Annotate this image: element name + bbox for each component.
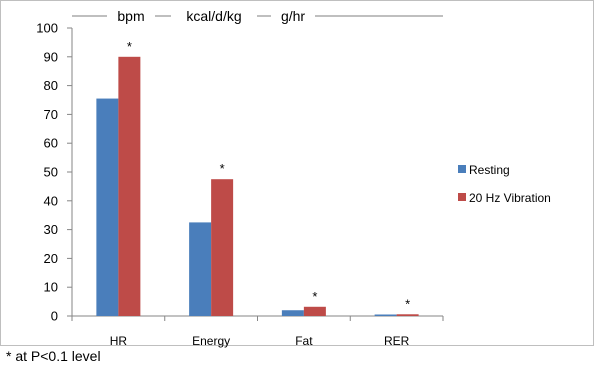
y-tick-label: 0 [51, 309, 58, 324]
y-tick-label: 30 [44, 222, 58, 237]
x-tick-label: HR [110, 334, 128, 348]
bar-20-hz-vibration-energy [211, 179, 234, 316]
significance-marker: * [312, 289, 317, 304]
y-tick-label: 50 [44, 165, 58, 180]
y-tick-label: 70 [44, 107, 58, 122]
legend-label: Resting [469, 163, 510, 177]
unit-label: g/hr [281, 8, 305, 24]
significance-marker: * [220, 161, 225, 176]
unit-label: kcal/d/kg [186, 8, 241, 24]
x-tick-label: RER [384, 334, 410, 348]
legend-swatch [458, 165, 466, 173]
bar-20-hz-vibration-hr [118, 56, 141, 317]
unit-header: bpm kcal/d/kg g/hr [72, 8, 443, 24]
y-tick-label: 80 [44, 78, 58, 93]
bar-resting-rer [374, 314, 397, 316]
y-tick-label: 60 [44, 136, 58, 151]
y-tick-label: 90 [44, 49, 58, 64]
bar-20-hz-vibration-fat [303, 306, 326, 316]
bar-resting-hr [96, 98, 119, 316]
bar-series [96, 56, 419, 317]
bar-resting-energy [189, 222, 212, 316]
x-tick-label: Fat [295, 334, 313, 348]
y-tick-label: 20 [44, 251, 58, 266]
legend-swatch [458, 193, 466, 201]
legend: Resting 20 Hz Vibration [458, 163, 551, 205]
y-tick-label: 10 [44, 280, 58, 295]
y-tick-label: 40 [44, 193, 58, 208]
x-tick-label: Energy [192, 334, 230, 348]
unit-label: bpm [117, 8, 144, 24]
significance-marker: * [405, 296, 410, 311]
bar-resting-fat [281, 310, 304, 316]
y-tick-label: 100 [36, 21, 58, 36]
footnote: * at P<0.1 level [6, 348, 101, 364]
significance-markers: * * * * [127, 39, 410, 311]
bar-20-hz-vibration-rer [396, 314, 419, 316]
y-axis: 0 10 20 30 40 50 60 70 80 90 100 [36, 21, 73, 324]
significance-marker: * [127, 39, 132, 54]
legend-label: 20 Hz Vibration [469, 191, 551, 205]
